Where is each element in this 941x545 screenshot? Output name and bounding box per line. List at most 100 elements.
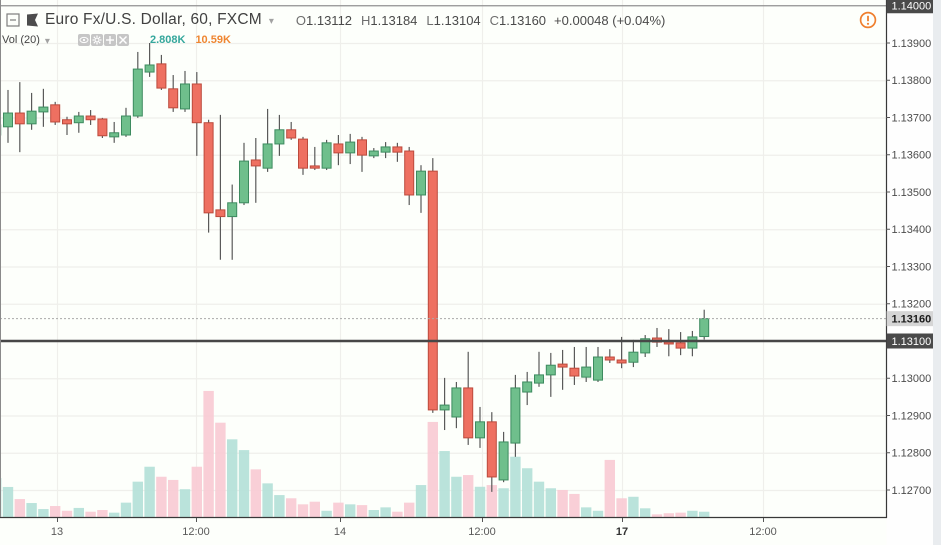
volume-bar bbox=[50, 506, 61, 517]
collapse-pane-icon[interactable] bbox=[6, 13, 20, 27]
candle-up bbox=[451, 387, 462, 418]
candle-down bbox=[215, 209, 226, 218]
candle-up bbox=[498, 441, 509, 481]
volume-value: 2.808K bbox=[149, 34, 186, 46]
volume-indicator-row: Vol (20) ▾ 2.808K 10.59K bbox=[2, 33, 231, 47]
time-tick-label: 12:00 bbox=[468, 526, 496, 538]
price-tick-label: 1.13900 bbox=[892, 38, 932, 50]
volume-bar bbox=[356, 505, 368, 517]
candle-up bbox=[274, 129, 285, 145]
volume-bar bbox=[439, 451, 450, 517]
volume-bar bbox=[486, 485, 497, 517]
volume-bar bbox=[2, 486, 14, 517]
candle-down bbox=[557, 363, 568, 368]
candle-up bbox=[73, 115, 84, 124]
time-tick-label: 12:00 bbox=[749, 526, 777, 538]
volume-bar bbox=[156, 476, 167, 517]
indicator-values: 2.808K 10.59K bbox=[150, 34, 231, 46]
candle-up bbox=[628, 351, 639, 363]
candle-down bbox=[85, 115, 96, 121]
candle-up bbox=[545, 364, 556, 376]
plus-icon[interactable] bbox=[103, 34, 116, 46]
ohlc-o: O1.13112 bbox=[295, 12, 353, 28]
volume-bar bbox=[345, 504, 356, 517]
candle-down bbox=[604, 356, 615, 361]
price-tick-label: 1.13600 bbox=[892, 150, 932, 162]
volume-bar bbox=[179, 489, 191, 517]
volume-bar bbox=[687, 510, 698, 517]
indicator-label[interactable]: Vol (20) bbox=[2, 34, 40, 46]
price-tick-label: 1.13500 bbox=[892, 187, 932, 199]
candle-up bbox=[593, 356, 603, 381]
price-lines[interactable] bbox=[0, 5, 886, 343]
candle-down bbox=[250, 159, 261, 167]
volume-bar bbox=[651, 514, 663, 517]
warning-icon[interactable] bbox=[859, 11, 877, 29]
volume-bar bbox=[227, 439, 238, 517]
candle-down bbox=[97, 118, 108, 137]
volume-bar bbox=[215, 422, 226, 517]
ohlc-h: H1.13184 bbox=[361, 12, 418, 28]
candle-up bbox=[534, 374, 544, 384]
volume-bar bbox=[592, 510, 604, 517]
price-label-text: 1.13160 bbox=[892, 313, 932, 325]
volume-bar bbox=[533, 481, 545, 517]
volume-bar bbox=[604, 459, 615, 517]
volume-bar bbox=[144, 466, 155, 517]
price-tick-label: 1.13400 bbox=[892, 224, 932, 236]
volume-bar bbox=[474, 486, 486, 517]
candle-up bbox=[239, 160, 249, 204]
volume-bar bbox=[333, 502, 344, 517]
price-tick-label: 1.13300 bbox=[892, 261, 932, 273]
volume-bar bbox=[663, 513, 674, 517]
candle-up bbox=[3, 112, 13, 128]
volume-bar bbox=[309, 501, 320, 517]
volume-bar bbox=[404, 502, 415, 517]
price-tick-label: 1.13800 bbox=[892, 75, 932, 87]
candle-up bbox=[132, 68, 143, 117]
candle-up bbox=[475, 421, 485, 439]
chevron-down-icon[interactable]: ▾ bbox=[268, 16, 274, 27]
volume-bar bbox=[522, 468, 533, 517]
volume-bar bbox=[85, 511, 96, 517]
price-tick-label: 1.13000 bbox=[892, 373, 932, 385]
price-tick-label: 1.12800 bbox=[892, 448, 932, 460]
time-tick-label: 13 bbox=[51, 526, 63, 538]
candle-down bbox=[156, 63, 167, 89]
candle-up bbox=[345, 141, 356, 154]
candle-up bbox=[522, 381, 533, 393]
candle-up bbox=[439, 404, 450, 411]
price-axis[interactable]: 1.13900 1.13800 1.13700 1.13600 1.13500 1.134… bbox=[886, 0, 933, 497]
volume-bar bbox=[510, 456, 521, 517]
time-axis[interactable]: 13 12:00 14 12:00 17 12:00 bbox=[51, 518, 777, 538]
volume-bar bbox=[368, 510, 379, 517]
volume-bar bbox=[569, 493, 580, 517]
volume-bar bbox=[427, 421, 438, 517]
candle-down bbox=[333, 143, 344, 154]
close-icon[interactable] bbox=[116, 34, 129, 46]
volume-bar bbox=[415, 485, 427, 517]
candle-down bbox=[286, 129, 297, 139]
gear-icon[interactable] bbox=[90, 34, 103, 46]
volume-bar bbox=[132, 481, 143, 517]
drawn-line-price-label bbox=[886, 0, 933, 14]
volume-bar bbox=[238, 450, 250, 517]
candle-down bbox=[663, 341, 674, 345]
candle-up bbox=[699, 318, 710, 338]
volume-bar bbox=[616, 498, 627, 517]
volume-bar bbox=[286, 498, 297, 517]
time-tick-label: 12:00 bbox=[182, 526, 210, 538]
ohlc-c: C1.13160 bbox=[489, 12, 547, 28]
volume-bar bbox=[675, 512, 686, 517]
candle-up bbox=[26, 110, 37, 125]
candle-up bbox=[380, 146, 391, 153]
symbol-title[interactable]: Euro Fx/U.S. Dollar, 60, FXCM bbox=[45, 11, 262, 28]
indicator-chevron-down-icon[interactable]: ▾ bbox=[44, 36, 50, 47]
drawn-line-price-label bbox=[886, 333, 933, 349]
volume-bar bbox=[463, 475, 474, 517]
candle-up bbox=[321, 142, 332, 169]
candle-up bbox=[368, 150, 379, 157]
eye-icon[interactable] bbox=[77, 34, 90, 46]
